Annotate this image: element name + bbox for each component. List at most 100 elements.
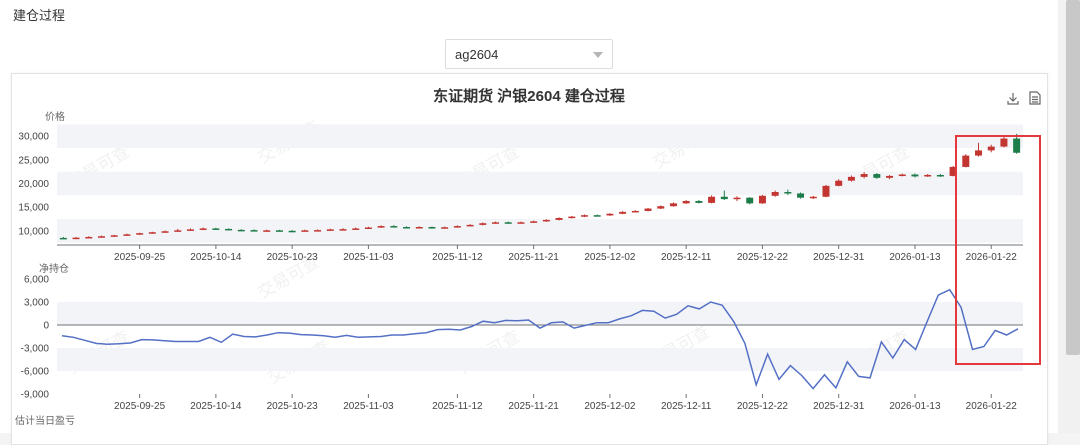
candle-body	[606, 213, 614, 216]
candle-body	[314, 230, 322, 232]
candle-body	[517, 222, 525, 224]
candle-body	[199, 228, 207, 230]
position-x-tick-label: 2025-12-02	[584, 401, 636, 412]
price-y-tick-label: 10,000	[18, 226, 49, 237]
price-x-tick-label: 2026-01-13	[889, 252, 941, 263]
candle-body	[237, 229, 245, 232]
candle-body	[555, 218, 563, 220]
data-view-icon[interactable]	[1029, 91, 1041, 105]
candle-body	[657, 206, 665, 209]
candle-body	[72, 237, 80, 240]
price-grid-bands	[57, 124, 1023, 243]
candle-body	[987, 146, 995, 151]
candle-body	[1013, 138, 1021, 153]
price-grid-band	[57, 171, 1023, 196]
chart-card: 交易可查交易可查交易可查交易可查交易可查交易可查交易可查交易可查交易可查交易可查…	[11, 73, 1048, 445]
position-y-tick-label: -6,000	[21, 367, 50, 378]
candle-body	[936, 174, 944, 177]
price-x-tick-label: 2025-12-11	[661, 252, 712, 263]
candle-body	[797, 193, 805, 198]
position-x-tick-label: 2025-11-03	[343, 401, 394, 412]
position-x-tick-label: 2025-12-11	[661, 401, 712, 412]
position-x-tick-label: 2026-01-22	[966, 401, 1018, 412]
price-x-tick-label: 2025-11-03	[343, 252, 394, 263]
price-y-ticks: 10,000 15,000 20,000 25,000 30,000	[18, 132, 49, 238]
position-x-tick-label: 2025-11-21	[508, 401, 559, 412]
candle-body	[822, 185, 830, 197]
position-y-tick-label: -9,000	[21, 390, 50, 401]
price-x-tick-label: 2025-09-25	[114, 252, 166, 263]
candle-body	[352, 228, 360, 230]
chevron-down-icon[interactable]	[593, 52, 603, 58]
candle-body	[225, 228, 233, 231]
candle-body	[186, 229, 194, 231]
candle-body	[962, 155, 970, 167]
candle-body	[911, 174, 919, 177]
candle-body	[644, 208, 652, 211]
candle-body	[1000, 138, 1008, 147]
page-title: 建仓过程	[13, 8, 66, 23]
candle-body	[631, 210, 639, 213]
candle-body	[873, 174, 881, 178]
candle-body	[123, 234, 131, 236]
candle-body	[301, 230, 309, 232]
candle-body	[403, 227, 411, 229]
price-x-tick-label: 2025-11-21	[508, 252, 559, 263]
candle-body	[110, 235, 118, 237]
candle-body	[619, 211, 627, 214]
candle-body	[415, 227, 423, 229]
position-grid-bands	[57, 302, 1023, 371]
chart-title: 东证期货 沪银2604 建仓过程	[433, 87, 625, 105]
candle-body	[771, 192, 779, 196]
position-axis-name: 净持仓	[39, 262, 69, 275]
candle-body	[288, 230, 296, 233]
candle-body	[59, 237, 67, 240]
contract-select[interactable]: ag2604	[445, 39, 613, 69]
position-x-tick-label: 2025-12-22	[737, 401, 789, 412]
candle-body	[580, 215, 588, 217]
candle-body	[275, 230, 283, 232]
candle-body	[708, 196, 716, 203]
candle-body	[949, 166, 957, 176]
candle-body	[377, 226, 385, 228]
candle-body	[364, 227, 372, 229]
position-x-ticks: 2025-09-25 2025-10-14 2025-10-23 2025-11-03…	[114, 394, 1017, 412]
price-x-tick-label: 2025-10-14	[190, 252, 242, 263]
chart-canvas: 交易可查交易可查交易可查交易可查交易可查交易可查交易可查交易可查交易可查交易可查…	[15, 87, 1041, 427]
candle-body	[148, 232, 156, 234]
price-y-tick-label: 25,000	[18, 155, 49, 166]
candle-body	[758, 195, 766, 204]
candle-body	[975, 150, 983, 156]
net-position-line	[61, 288, 1019, 390]
price-y-tick-label: 15,000	[18, 203, 49, 214]
candlestick-series	[59, 133, 1021, 240]
price-x-tick-label: 2026-01-22	[966, 252, 1018, 263]
candle-body	[530, 221, 538, 223]
position-y-tick-label: 6,000	[24, 275, 49, 286]
contract-select-value: ag2604	[455, 47, 499, 62]
candle-body	[428, 227, 436, 229]
candle-body	[746, 197, 754, 204]
candle-body	[924, 174, 932, 177]
scrollbar-thumb[interactable]	[1066, 0, 1080, 355]
candle-body	[669, 203, 677, 207]
download-icon[interactable]	[1007, 93, 1019, 105]
candle-body	[860, 174, 868, 177]
price-y-tick-label: 20,000	[18, 179, 49, 190]
position-x-tick-label: 2025-12-31	[813, 401, 865, 412]
candle-body	[886, 175, 894, 178]
candle-body	[593, 215, 601, 217]
price-x-tick-label: 2025-11-12	[432, 252, 483, 263]
candle-body	[682, 201, 690, 204]
candle-body	[835, 180, 843, 186]
candle-body	[339, 229, 347, 231]
position-y-ticks: -9,000 -6,000 -3,000 0 3,000 6,000	[21, 275, 50, 401]
position-y-tick-label: 3,000	[24, 298, 49, 309]
candle-body	[504, 222, 512, 224]
price-x-tick-label: 2025-12-22	[737, 252, 789, 263]
candle-body	[784, 192, 792, 194]
candle-body	[809, 196, 817, 199]
position-x-tick-label: 2026-01-13	[889, 401, 941, 412]
candle-body	[479, 223, 487, 225]
candle-body	[161, 231, 169, 233]
